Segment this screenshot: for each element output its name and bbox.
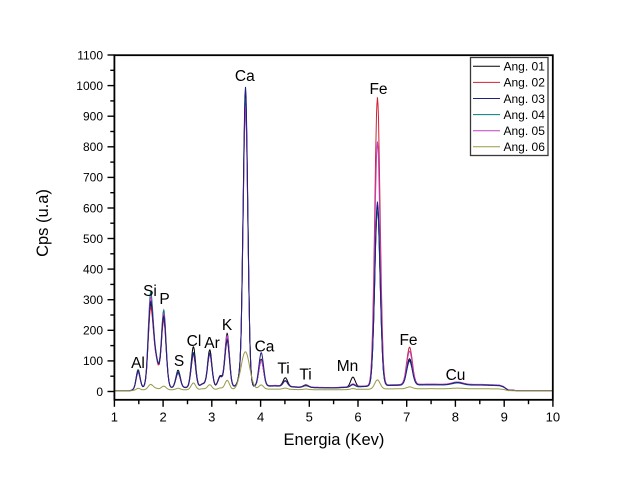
svg-text:3: 3 [208,410,215,425]
svg-text:P: P [159,291,169,308]
svg-text:400: 400 [83,262,103,276]
svg-text:4: 4 [257,410,264,425]
svg-text:6: 6 [354,410,361,425]
svg-text:300: 300 [83,293,103,307]
svg-text:8: 8 [452,410,459,425]
svg-text:2: 2 [159,410,166,425]
svg-text:900: 900 [83,110,103,124]
svg-text:K: K [222,317,233,334]
svg-text:5: 5 [306,410,313,425]
svg-text:Cu: Cu [446,367,466,384]
svg-text:Ar: Ar [204,335,220,352]
svg-text:Al: Al [131,355,145,372]
svg-text:Ca: Ca [235,68,255,85]
svg-text:Si: Si [143,283,157,300]
svg-text:0: 0 [96,385,103,399]
svg-text:200: 200 [83,324,103,338]
svg-text:Cl: Cl [187,333,202,350]
svg-text:Ang. 06: Ang. 06 [504,140,546,154]
svg-text:Mn: Mn [337,358,359,375]
svg-text:Fe: Fe [369,81,387,98]
svg-text:Ang. 05: Ang. 05 [504,124,546,138]
svg-text:9: 9 [501,410,508,425]
svg-text:10: 10 [546,410,560,425]
svg-text:Ti: Ti [277,361,289,378]
svg-text:7: 7 [403,410,410,425]
svg-text:Ca: Ca [255,339,275,356]
svg-text:Ang. 04: Ang. 04 [504,108,546,122]
svg-text:Fe: Fe [399,332,417,349]
svg-text:Energia (Kev): Energia (Kev) [284,431,385,449]
svg-text:Cps (u.a): Cps (u.a) [34,189,52,257]
svg-text:Ti: Ti [299,367,311,384]
svg-text:1000: 1000 [76,79,103,93]
svg-text:700: 700 [83,171,103,185]
svg-text:1: 1 [111,410,118,425]
svg-text:Ang. 01: Ang. 01 [504,60,546,74]
svg-text:800: 800 [83,140,103,154]
svg-text:500: 500 [83,232,103,246]
svg-text:600: 600 [83,201,103,215]
svg-text:S: S [174,353,184,370]
svg-text:100: 100 [83,354,103,368]
svg-text:Ang. 03: Ang. 03 [504,92,546,106]
svg-text:Ang. 02: Ang. 02 [504,76,546,90]
svg-text:1100: 1100 [77,48,103,62]
